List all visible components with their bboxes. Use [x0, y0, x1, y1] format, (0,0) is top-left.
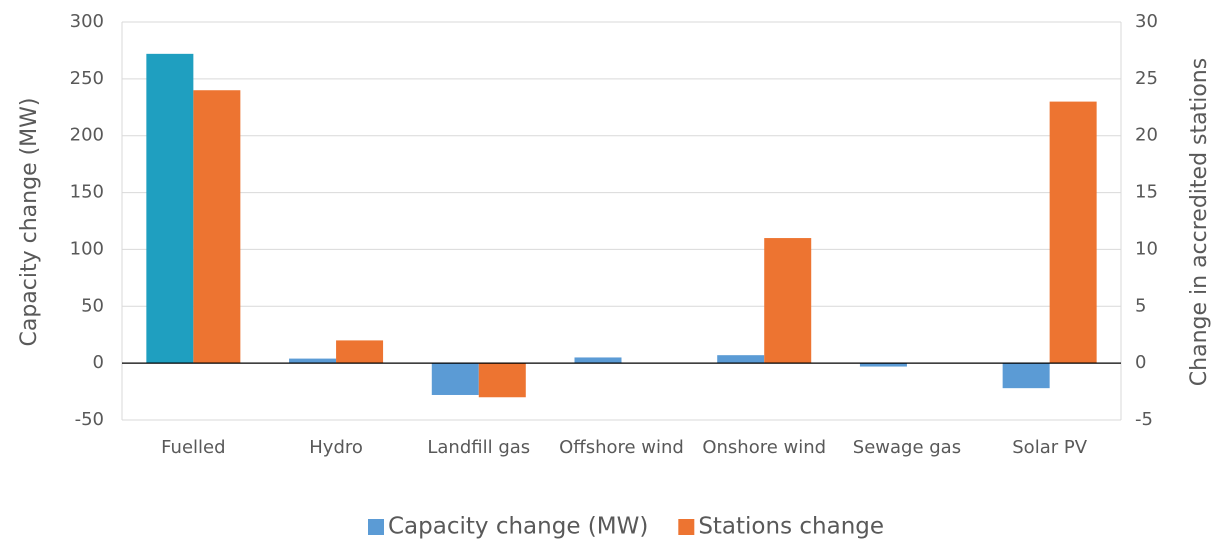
y2-tick-label: 0: [1135, 352, 1146, 373]
x-tick-label: Sewage gas: [853, 437, 961, 458]
y-tick-label: 100: [70, 238, 104, 259]
legend-swatch: [368, 519, 384, 535]
bar: [431, 363, 479, 395]
y2-tick-label: 15: [1135, 182, 1158, 203]
y-tick-label: 300: [70, 11, 104, 32]
x-tick-label: Landfill gas: [427, 437, 530, 458]
y-tick-label: 150: [70, 182, 104, 203]
y2-tick-label: 20: [1135, 125, 1158, 146]
bar: [146, 53, 194, 364]
y-tick-label: 0: [93, 352, 104, 373]
bar: [478, 363, 526, 398]
x-tick-label: Offshore wind: [559, 437, 684, 458]
x-tick-label: Solar PV: [1012, 437, 1087, 458]
y-tick-label: 250: [70, 68, 104, 89]
legend-label: Stations change: [698, 514, 884, 540]
bar: [193, 90, 241, 364]
bar: [289, 358, 337, 364]
legend-label: Capacity change (MW): [388, 514, 648, 540]
bar: [764, 238, 812, 364]
y-axis-title: Capacity change (MW): [17, 98, 42, 347]
bar: [859, 363, 907, 367]
bar: [574, 357, 622, 364]
x-tick-label: Onshore wind: [702, 437, 826, 458]
y-tick-label: 200: [70, 125, 104, 146]
y2-tick-label: 30: [1135, 11, 1158, 32]
y2-tick-label: 10: [1135, 238, 1158, 259]
bar: [717, 355, 765, 364]
y2-tick-label: 25: [1135, 68, 1158, 89]
bar: [1049, 101, 1097, 364]
x-tick-label: Fuelled: [161, 437, 225, 458]
y2-tick-label: -5: [1135, 409, 1153, 430]
y2-tick-label: 5: [1135, 295, 1146, 316]
legend-swatch: [678, 519, 695, 535]
y2-axis-title: Change in accredited stations: [1187, 58, 1212, 386]
bar: [1002, 363, 1050, 389]
bar: [336, 340, 384, 364]
x-tick-label: Hydro: [309, 437, 363, 458]
y-tick-label: -50: [75, 409, 104, 430]
y-tick-label: 50: [81, 295, 104, 316]
